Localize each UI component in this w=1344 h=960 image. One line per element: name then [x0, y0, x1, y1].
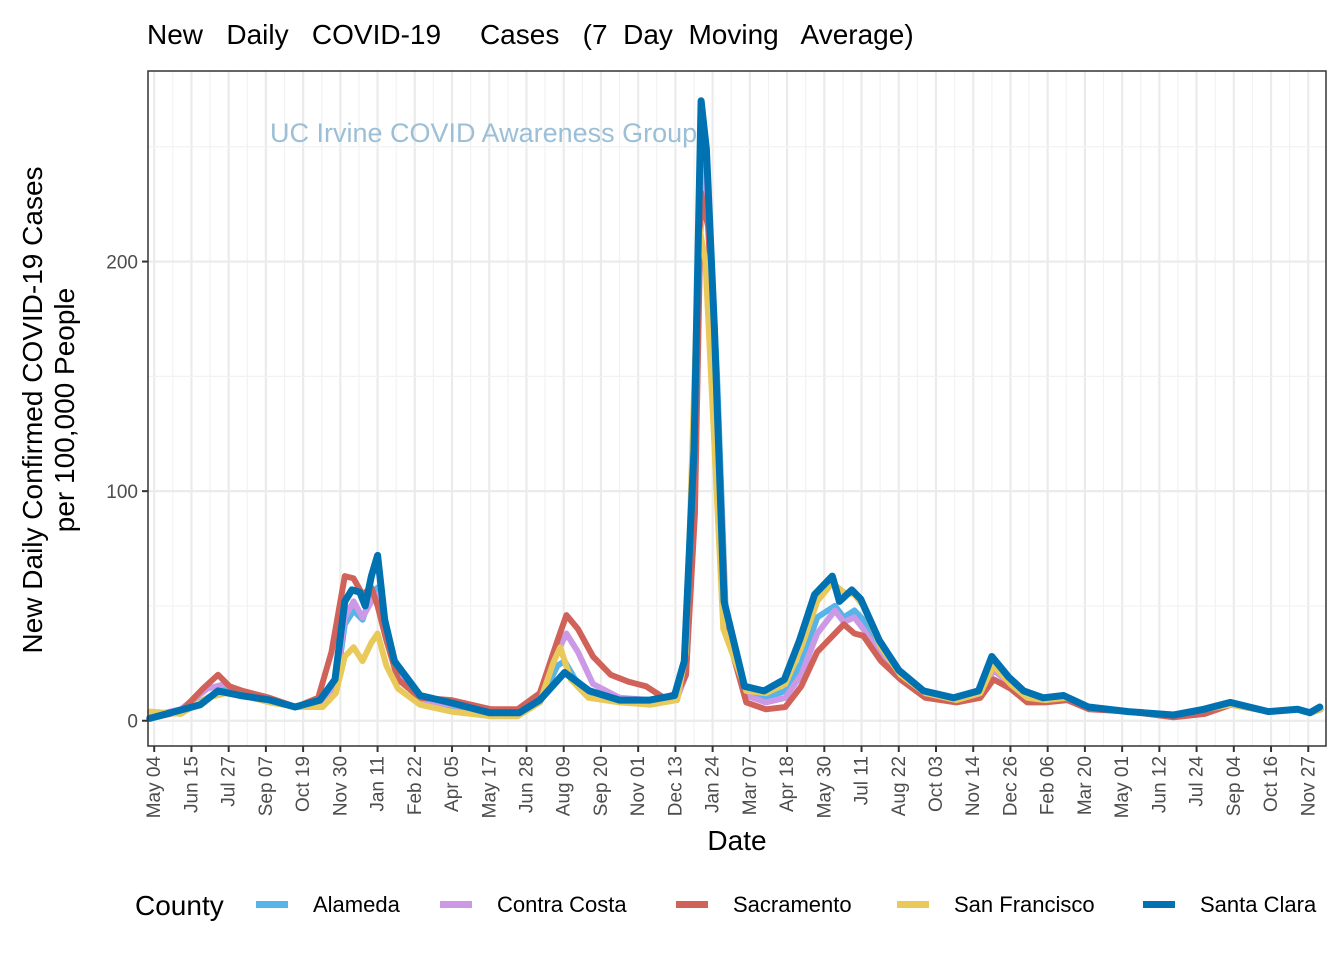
legend-key	[256, 901, 288, 908]
legend-key	[1143, 901, 1175, 908]
x-tick-label: Jul 24	[1187, 756, 1208, 807]
x-tick-label: Feb 22	[405, 756, 426, 815]
legend-key	[897, 901, 929, 908]
legend-item-alameda: Alameda	[256, 892, 401, 917]
x-axis: May 04 Jun 15 Jul 27 Sep 07 Oct 19 Nov 30 Jan …	[144, 746, 1319, 818]
legend-item-contra-costa: Contra Costa	[440, 892, 627, 917]
legend-item-san-francisco: San Francisco	[897, 892, 1095, 917]
legend-label: Santa Clara	[1200, 892, 1317, 917]
series-line-santa-clara	[146, 97, 1324, 722]
x-axis-title: Date	[707, 825, 766, 856]
x-tick-label: Jul 27	[219, 756, 240, 807]
legend-label: Sacramento	[733, 892, 852, 917]
y-tick-label: 0	[127, 712, 138, 733]
y-axis-title-line-2: per 100,000 People	[49, 288, 80, 532]
x-tick-label: Dec 13	[665, 756, 686, 816]
chart-title: New Daily COVID-19 Cases (7 Day Moving A…	[147, 19, 914, 50]
x-tick-label: Aug 09	[554, 756, 575, 816]
y-tick-label: 100	[106, 482, 138, 503]
x-tick-label: Jan 11	[368, 756, 389, 812]
plot-border	[147, 70, 1327, 747]
x-tick-label: May 30	[814, 756, 835, 818]
x-tick-label: Nov 14	[963, 756, 984, 817]
x-tick-label: Nov 27	[1298, 756, 1319, 816]
x-tick-label: Jun 12	[1149, 756, 1170, 813]
watermark: UC Irvine COVID Awareness Group	[270, 118, 697, 148]
x-tick-label: May 17	[479, 756, 500, 818]
x-tick-label: Jan 24	[703, 756, 724, 813]
legend: County Alameda Contra Costa Sacramento San …	[135, 890, 1317, 921]
legend-item-santa-clara: Santa Clara	[1143, 892, 1317, 917]
x-tick-label: Jun 15	[181, 756, 202, 813]
x-tick-label: Sep 07	[256, 756, 277, 816]
legend-key	[440, 901, 472, 908]
series-line-sacramento	[146, 189, 1324, 722]
x-tick-label: Dec 26	[1000, 756, 1021, 816]
legend-item-sacramento: Sacramento	[676, 892, 852, 917]
y-axis-title: New Daily Confirmed COVID-19 Cases per 1…	[17, 166, 80, 653]
x-tick-label: Oct 16	[1261, 756, 1282, 812]
x-tick-label: Mar 20	[1075, 756, 1096, 815]
x-tick-label: Apr 18	[777, 756, 798, 812]
series-lines	[146, 97, 1324, 722]
legend-key	[676, 901, 708, 908]
x-tick-label: Oct 19	[293, 756, 314, 812]
legend-label: Contra Costa	[497, 892, 627, 917]
x-tick-label: Jun 28	[517, 756, 538, 813]
x-tick-label: Apr 05	[442, 756, 463, 812]
x-tick-label: Nov 01	[628, 756, 649, 816]
x-tick-label: May 01	[1112, 756, 1133, 818]
x-tick-label: Jul 11	[852, 756, 873, 805]
y-axis: 0 100 200	[106, 253, 148, 733]
x-tick-label: May 04	[144, 756, 165, 819]
x-tick-label: Aug 22	[889, 756, 910, 816]
x-tick-label: Nov 30	[330, 756, 351, 816]
legend-label: Alameda	[313, 892, 401, 917]
legend-label: San Francisco	[954, 892, 1095, 917]
y-tick-label: 200	[106, 253, 138, 274]
y-axis-title-line-1: New Daily Confirmed COVID-19 Cases	[17, 166, 48, 653]
x-tick-label: Mar 07	[740, 756, 761, 815]
grid-lines	[148, 71, 1326, 746]
x-tick-label: Sep 20	[591, 756, 612, 816]
legend-title: County	[135, 890, 224, 921]
x-tick-label: Feb 06	[1038, 756, 1059, 815]
x-tick-label: Sep 04	[1224, 756, 1245, 817]
x-tick-label: Oct 03	[926, 756, 947, 812]
